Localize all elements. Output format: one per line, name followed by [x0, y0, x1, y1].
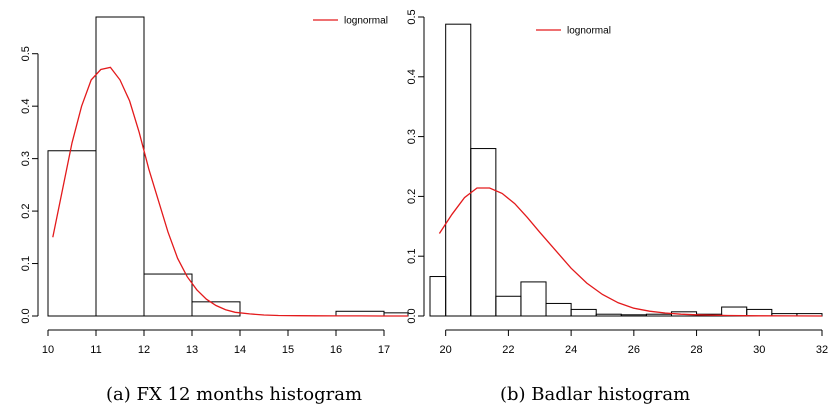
panel-b-bar-5 [545, 302, 572, 317]
panel-b-y-tick-label: 0.3 [406, 129, 418, 144]
panel-b-bar-6 [570, 308, 597, 317]
panel-b-x-tick-label: 26 [628, 344, 640, 356]
panel-b-bar-4 [520, 281, 547, 317]
panel-a-y-tick-label: 0.0 [20, 308, 32, 323]
panel-a-y-tick-label: 0.4 [20, 99, 32, 114]
panel-a-bar-2 [143, 273, 193, 317]
panel-b-x-tick-label: 22 [502, 344, 514, 356]
panel-a-x-tick-label: 13 [186, 344, 198, 356]
panel-b-y-tick-label: 0.2 [406, 189, 418, 204]
panel-b-badlar: 20 22 24 26 28 30 32 0.0 0.1 0.2 0.3 0.4 0.5 lognor… [406, 9, 828, 356]
panel-b-bar-12 [721, 306, 748, 317]
panel-a-y-tick-label: 0.2 [20, 203, 32, 218]
panel-b-y-tick-label: 0.1 [406, 249, 418, 264]
panel-a-lognormal-curve [52, 66, 408, 317]
panel-b-bar-1 [445, 23, 472, 317]
panel-a-x-tick-label: 15 [282, 344, 294, 356]
panel-b-bar-3 [495, 295, 522, 317]
panel-b-legend-label: lognormal [567, 26, 611, 37]
caption-b: (b) Badlar histogram [500, 384, 691, 405]
panel-a-x-tick-label: 11 [90, 344, 101, 356]
panel-a-x-tick-label: 12 [138, 344, 150, 356]
panel-b-bar-2 [470, 148, 497, 317]
panel-b-y-axis: 0.0 0.1 0.2 0.3 0.4 0.5 [406, 9, 425, 324]
panel-b-y-tick-label: 0.5 [406, 9, 418, 24]
panel-b-bar-7 [595, 313, 622, 317]
panel-b-lognormal-curve [438, 187, 823, 317]
panel-b-x-tick-label: 30 [753, 344, 765, 356]
panel-a-y-tick-label: 0.3 [20, 151, 32, 166]
panel-a-bar-1 [95, 16, 145, 317]
panel-b-x-tick-label: 32 [816, 344, 828, 356]
panel-b-bar-13 [746, 308, 773, 317]
panel-b-legend: lognormal [536, 26, 611, 37]
panel-b-bars [429, 23, 823, 317]
panel-a-bar-0 [47, 150, 97, 317]
panel-a-legend: lognormal [313, 16, 388, 27]
panel-b-x-axis: 20 22 24 26 28 30 32 [440, 329, 828, 356]
panel-b-x-tick-label: 28 [690, 344, 702, 356]
panel-a-y-tick-label: 0.1 [20, 256, 32, 271]
panel-b-bar-8 [620, 314, 647, 317]
caption-a: (a) FX 12 months histogram [106, 384, 363, 405]
panel-a-x-tick-label: 17 [378, 344, 390, 356]
panel-b-y-tick-label: 0.0 [406, 308, 418, 323]
panel-a-y-tick-label: 0.5 [20, 46, 32, 61]
panel-b-y-tick-label: 0.4 [406, 69, 418, 84]
panel-a-bars [47, 16, 409, 317]
panel-a-legend-label: lognormal [344, 16, 388, 27]
panel-a-x-tick-label: 14 [234, 344, 246, 356]
panel-b-bar-0 [429, 276, 447, 317]
panel-a-bar-3 [191, 301, 241, 317]
panel-b-x-tick-label: 24 [565, 344, 577, 356]
panel-a-y-axis: 0.0 0.1 0.2 0.3 0.4 0.5 [20, 46, 39, 324]
panel-a-x-axis: 10 11 12 13 14 15 16 17 [42, 329, 390, 356]
panel-b-x-tick-label: 20 [440, 344, 452, 356]
panel-a-x-tick-label: 10 [42, 344, 54, 356]
panel-b-bar-9 [645, 313, 672, 317]
panel-a-x-tick-label: 16 [330, 344, 342, 356]
panel-a-fx-12-months: 10 11 12 13 14 15 16 17 0.0 0.1 0.2 0.3 0.4 0.5 logn… [20, 16, 409, 356]
